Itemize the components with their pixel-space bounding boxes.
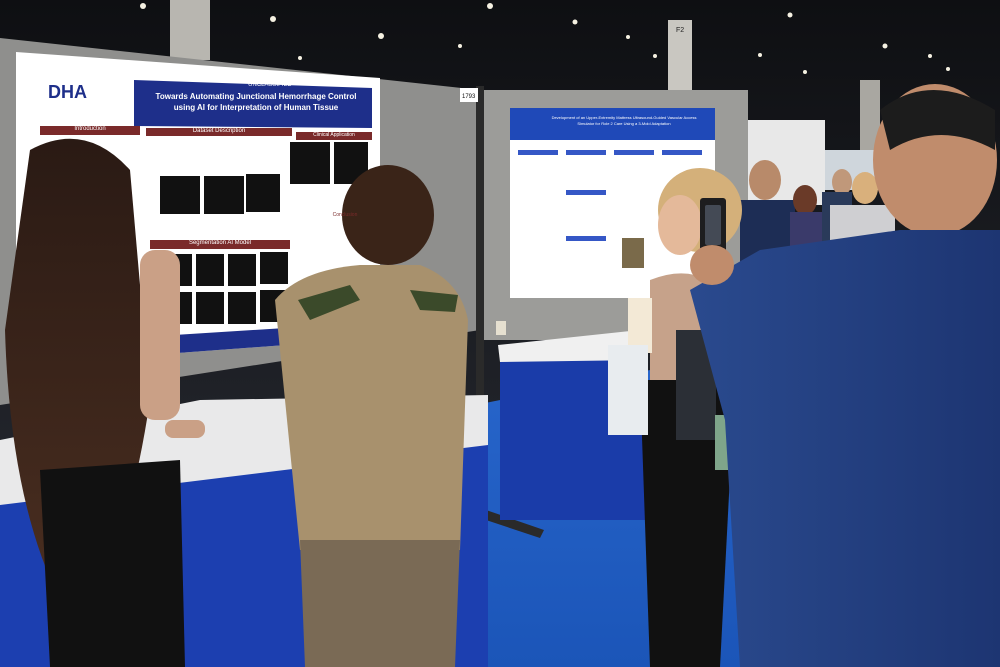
- bag: [608, 345, 648, 435]
- poster-left-logo: DHA: [48, 82, 87, 102]
- person-blue-jacket: [690, 84, 1000, 667]
- section-dataset: Dataset Description: [192, 128, 246, 134]
- column-label: F2: [676, 27, 684, 34]
- poster-left-header: [134, 80, 372, 128]
- poster-right-header: [510, 108, 715, 140]
- poster-left-classification: UNCLASSIFIED: [248, 82, 292, 88]
- board-post: [476, 86, 484, 526]
- section-introduction: Introduction: [74, 126, 106, 132]
- poster-right-sections: [518, 150, 702, 241]
- person-khaki-uniform: [275, 165, 468, 667]
- ceiling-lights: [140, 3, 950, 74]
- person-long-hair: [5, 138, 205, 667]
- column-left: [170, 0, 210, 60]
- section-segmentation: Segmentation AI Model: [188, 240, 252, 246]
- poster-left-title-2: using AI for Interpretation of Human Tis…: [173, 103, 339, 112]
- segmentation-bar: [150, 240, 290, 249]
- section-clinical: Clinical Application: [313, 132, 355, 138]
- cup: [496, 321, 506, 335]
- poster-right-title-2: Simulator for Role 2 Care Using a 3-Mold…: [577, 121, 671, 126]
- poster-left-title-1: Towards Automating Junctional Hemorrhage…: [155, 92, 357, 101]
- dataset-bar: [146, 128, 292, 136]
- section-conclusion: Conclusion: [332, 212, 358, 218]
- clinical-bar: [296, 132, 372, 140]
- column-right: [860, 80, 880, 160]
- coffee-cup: [628, 298, 652, 353]
- booth-number: 1793: [462, 94, 476, 100]
- poster-right-photo: [622, 238, 644, 268]
- booth-tag: [460, 88, 478, 102]
- intro-bar: [40, 126, 140, 135]
- poster-right-title-1: Development of an Upper-Extremity Mattre…: [551, 115, 697, 120]
